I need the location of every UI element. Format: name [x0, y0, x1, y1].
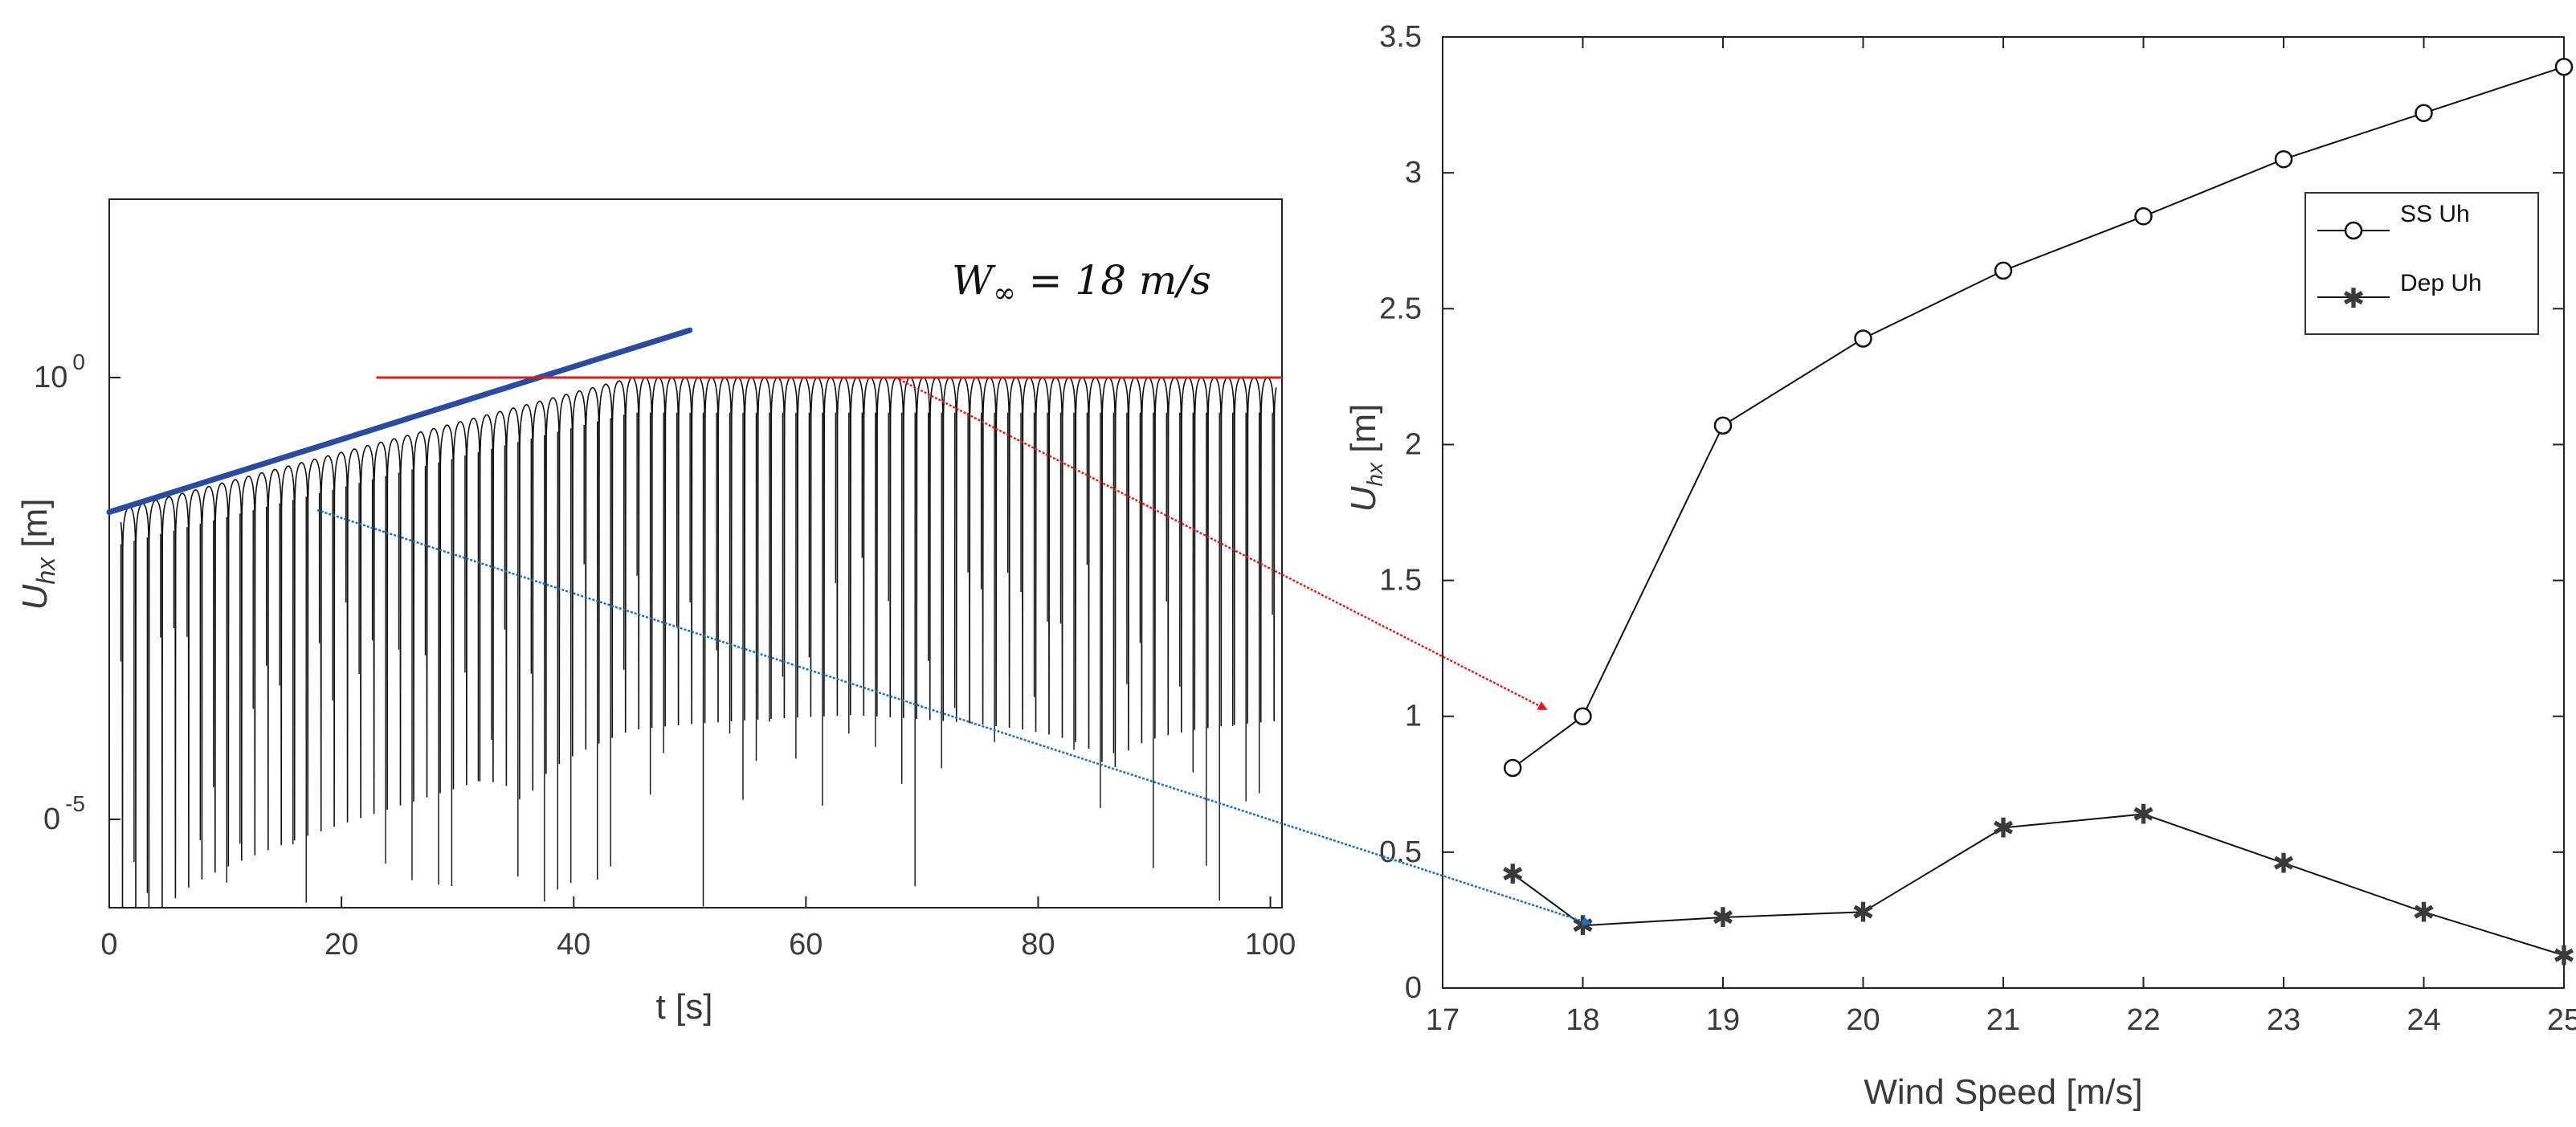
right-y-label-main: U [1344, 486, 1383, 512]
right-x-tick-label: 24 [2407, 1003, 2440, 1037]
left-x-tick-label: 40 [557, 928, 590, 962]
dep-point: ✱ [1851, 897, 1875, 928]
left-y-tick-label: 0 -5 [43, 791, 85, 836]
right-y-tick-label: 3 [1405, 156, 1422, 190]
left-x-tick-label: 60 [789, 928, 823, 962]
left-x-tick-label: 0 [100, 928, 117, 962]
left-x-ticks: 0 20 40 60 80 100 [100, 896, 1296, 962]
wind-speed-chart: 17 18 19 20 21 22 23 24 25 00.511.522.533.5 ✱✱ ✱ ✱… [1344, 20, 2576, 1112]
right-x-tick-label: 23 [2267, 1003, 2300, 1037]
right-y-label-sub: hx [1362, 462, 1387, 487]
right-x-tick-label: 21 [1986, 1003, 2020, 1037]
dep-point: ✱ [2412, 897, 2435, 928]
right-x-tick-label: 19 [1706, 1003, 1740, 1037]
dep-point: ✱ [1501, 860, 1525, 890]
right-y-ticks: 0 0.5 1 1.5 2 2.5 3 3.5 [1379, 20, 2564, 1005]
right-y-axis-label: Uhx [m] [1344, 404, 1387, 512]
right-y-tick-label: 0.5 [1379, 835, 1422, 869]
ss-point [1854, 329, 1872, 348]
legend-box [2305, 192, 2539, 335]
right-x-tick-label: 20 [1846, 1003, 1880, 1037]
dep-point: ✱ [1571, 911, 1594, 941]
right-series: ✱ ✱ ✱ ✱ ✱ ✱ ✱ ✱ ✱ [1501, 57, 2576, 971]
left-x-axis-label: t [s] [656, 987, 713, 1027]
right-y-tick-label: 0 [1405, 971, 1422, 1005]
annotation-sub: ∞ [993, 277, 1015, 309]
red-arrow [895, 376, 1548, 711]
dep-point: ✱ [1712, 903, 1735, 933]
left-y-label-unit: [m] [15, 499, 55, 557]
right-x-ticks: 17 18 19 20 21 22 23 24 25 [1426, 37, 2576, 1037]
ss-point [1504, 758, 1522, 778]
left-y-axis-label: Uhx [m] [15, 499, 60, 610]
ss-point [2554, 57, 2574, 76]
ss-point [1713, 416, 1733, 435]
right-y-tick-label: 2 [1405, 427, 1422, 461]
legend-label-dep: Dep Uh [2400, 270, 2482, 296]
left-x-tick-label: 80 [1021, 928, 1055, 962]
right-x-axis-label: Wind Speed [m/s] [1864, 1072, 2142, 1112]
annotation-rhs: = 18 m/s [1016, 257, 1211, 304]
right-y-label-unit: [m] [1344, 404, 1383, 463]
right-x-tick-label: 18 [1566, 1003, 1599, 1037]
time-history-chart: 0 20 40 60 80 100 10 0 0 -5 t [s] Uhx [m] W∞ = 1… [15, 198, 1296, 1027]
left-y-label-sub: hx [31, 557, 60, 585]
signal-dips [120, 412, 1273, 907]
ss-point [2415, 104, 2433, 122]
right-plot-frame [1442, 36, 2565, 989]
right-y-tick-label: 1 [1405, 700, 1422, 733]
left-y-tick-label: 10 0 [34, 349, 85, 394]
legend: SS Uh ✱ Dep Uh [2305, 192, 2539, 335]
left-y-label-main: U [15, 584, 55, 610]
right-y-tick-label: 2.5 [1379, 292, 1422, 325]
right-x-tick-label: 22 [2126, 1003, 2160, 1037]
dep-point: ✱ [1992, 813, 2015, 843]
growth-rate-line [106, 327, 693, 516]
ss-point [1994, 261, 2013, 280]
right-y-tick-label: 1.5 [1379, 564, 1422, 598]
legend-marker-dep: ✱ [2342, 284, 2366, 314]
right-x-tick-label: 17 [1426, 1003, 1459, 1037]
ss-point [2134, 207, 2153, 226]
series-line-dep [1512, 813, 2565, 957]
ss-point [1574, 707, 1592, 725]
right-x-tick-label: 25 [2547, 1003, 2576, 1037]
dep-point: ✱ [2132, 799, 2155, 830]
legend-marker-ss [2344, 221, 2363, 240]
dep-point: ✱ [2272, 848, 2296, 879]
left-plot-frame [108, 198, 1283, 909]
legend-label-ss: SS Uh [2400, 201, 2470, 227]
right-y-tick-label: 3.5 [1379, 20, 1422, 54]
dep-point: ✱ [2553, 941, 2576, 971]
wind-speed-annotation: W∞ = 18 m/s [952, 257, 1211, 309]
ss-point [2274, 149, 2293, 169]
blue-arrow [316, 508, 1592, 926]
left-x-tick-label: 20 [325, 928, 358, 962]
left-y-ticks: 10 0 0 -5 [34, 349, 120, 836]
annotation-lhs: W [952, 257, 996, 304]
left-x-tick-label: 100 [1245, 928, 1296, 962]
